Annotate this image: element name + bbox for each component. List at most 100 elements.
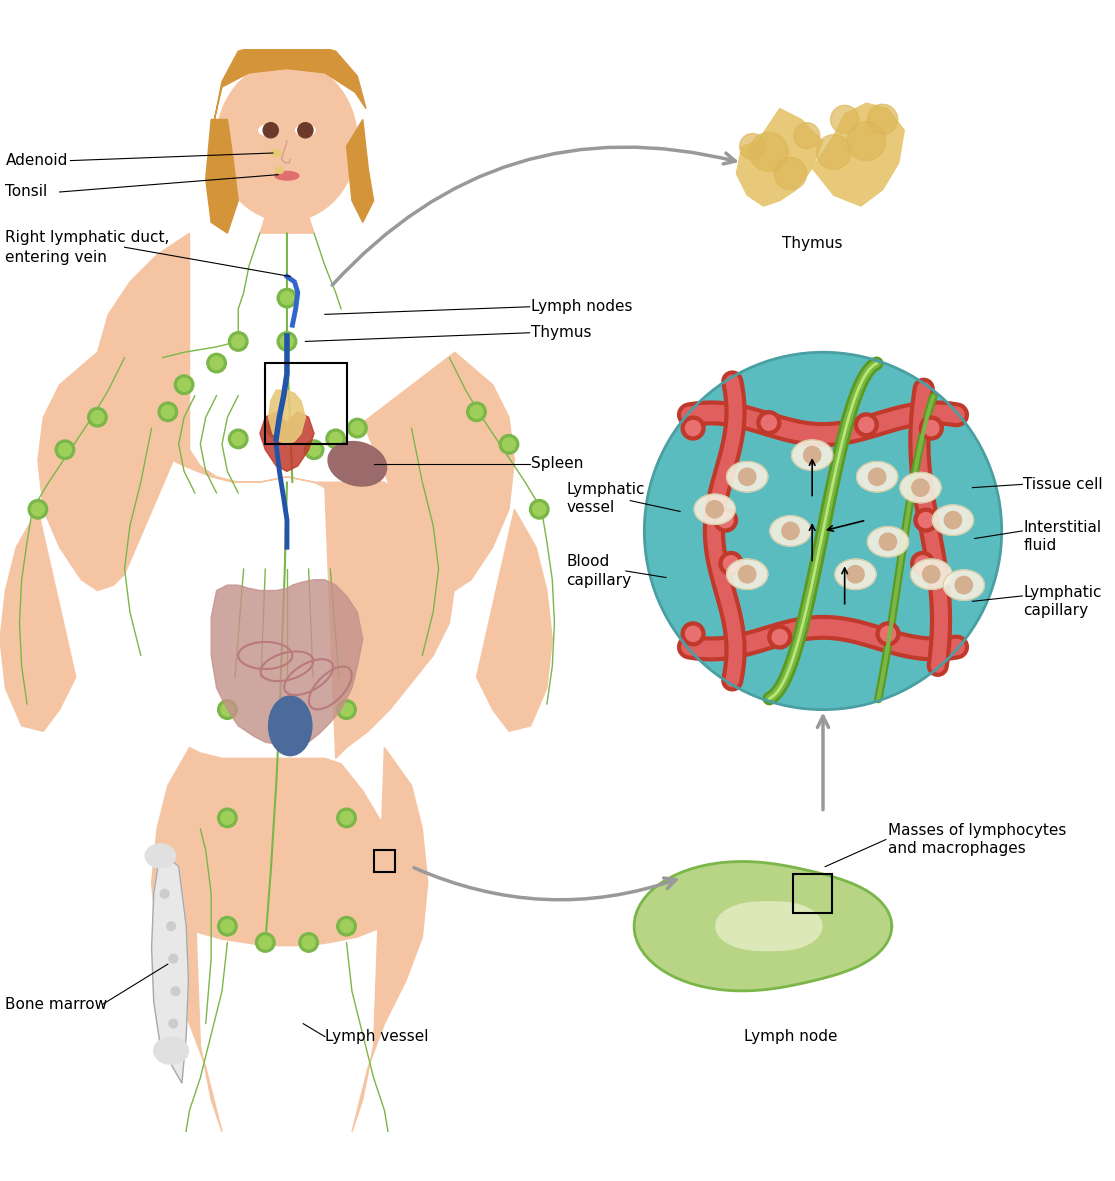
Circle shape xyxy=(207,353,226,373)
Circle shape xyxy=(739,133,766,159)
Circle shape xyxy=(912,479,929,496)
Polygon shape xyxy=(163,748,411,946)
Text: Bone marrow: Bone marrow xyxy=(6,997,107,1012)
Circle shape xyxy=(503,438,515,451)
Circle shape xyxy=(217,808,237,828)
Polygon shape xyxy=(260,217,314,233)
Text: Lymph nodes: Lymph nodes xyxy=(531,299,632,314)
Circle shape xyxy=(644,352,1001,710)
Polygon shape xyxy=(38,352,190,590)
Polygon shape xyxy=(634,861,892,991)
Circle shape xyxy=(772,629,787,645)
Circle shape xyxy=(762,415,776,430)
Circle shape xyxy=(255,933,275,952)
Circle shape xyxy=(757,411,780,435)
Circle shape xyxy=(846,566,864,583)
Circle shape xyxy=(337,916,357,937)
Bar xyxy=(793,874,832,913)
Circle shape xyxy=(167,922,175,931)
Circle shape xyxy=(869,468,885,485)
Circle shape xyxy=(533,503,545,516)
Polygon shape xyxy=(269,390,306,444)
Circle shape xyxy=(28,500,48,518)
Circle shape xyxy=(171,987,180,996)
Circle shape xyxy=(88,407,107,428)
Circle shape xyxy=(923,420,939,436)
Ellipse shape xyxy=(727,559,768,589)
Circle shape xyxy=(91,411,104,424)
Circle shape xyxy=(738,468,756,485)
Ellipse shape xyxy=(911,559,952,589)
Polygon shape xyxy=(152,748,222,1131)
Circle shape xyxy=(308,443,320,456)
Circle shape xyxy=(162,405,174,418)
Circle shape xyxy=(221,811,234,824)
Circle shape xyxy=(259,937,272,950)
Circle shape xyxy=(31,503,45,516)
Circle shape xyxy=(944,511,961,529)
Circle shape xyxy=(169,1019,177,1027)
Circle shape xyxy=(774,157,807,190)
Polygon shape xyxy=(476,509,552,731)
Ellipse shape xyxy=(216,61,358,221)
Polygon shape xyxy=(347,119,374,222)
Polygon shape xyxy=(211,580,362,745)
Circle shape xyxy=(831,105,859,133)
Text: Interstitial
fluid: Interstitial fluid xyxy=(1024,520,1102,553)
Circle shape xyxy=(340,920,353,933)
Text: Lymphatic
vessel: Lymphatic vessel xyxy=(566,482,644,515)
Circle shape xyxy=(920,416,943,441)
Circle shape xyxy=(56,441,75,459)
Circle shape xyxy=(337,808,357,828)
Ellipse shape xyxy=(770,516,811,546)
Circle shape xyxy=(911,552,934,575)
Circle shape xyxy=(232,335,244,348)
Text: Right lymphatic duct,
entering vein: Right lymphatic duct, entering vein xyxy=(6,230,169,265)
Ellipse shape xyxy=(695,494,735,524)
Circle shape xyxy=(340,811,353,824)
Circle shape xyxy=(298,123,313,138)
Circle shape xyxy=(217,700,237,719)
Circle shape xyxy=(278,332,297,351)
Text: Lymph vessel: Lymph vessel xyxy=(324,1029,428,1044)
Bar xyxy=(374,850,395,872)
Circle shape xyxy=(719,552,743,575)
Polygon shape xyxy=(352,748,428,1131)
Circle shape xyxy=(217,916,237,937)
Circle shape xyxy=(749,132,788,171)
Polygon shape xyxy=(260,412,314,471)
Circle shape xyxy=(326,429,346,449)
Ellipse shape xyxy=(154,1037,188,1064)
Circle shape xyxy=(58,443,71,456)
Ellipse shape xyxy=(259,125,279,136)
Ellipse shape xyxy=(867,527,909,557)
Circle shape xyxy=(161,889,169,898)
Text: Masses of lymphocytes
and macrophages: Masses of lymphocytes and macrophages xyxy=(888,823,1066,856)
Polygon shape xyxy=(152,850,188,1083)
Circle shape xyxy=(681,416,705,441)
Text: Blood
capillary: Blood capillary xyxy=(566,554,631,588)
Polygon shape xyxy=(214,40,366,119)
Circle shape xyxy=(915,556,930,570)
Polygon shape xyxy=(0,509,76,731)
Circle shape xyxy=(686,626,700,641)
Circle shape xyxy=(270,422,282,435)
Ellipse shape xyxy=(145,844,175,868)
Polygon shape xyxy=(206,119,239,233)
Circle shape xyxy=(229,332,248,351)
Circle shape xyxy=(876,622,900,646)
Circle shape xyxy=(278,288,297,308)
Circle shape xyxy=(174,376,194,394)
Ellipse shape xyxy=(856,462,898,492)
Ellipse shape xyxy=(835,559,876,589)
Circle shape xyxy=(471,405,483,418)
Ellipse shape xyxy=(932,505,973,535)
Circle shape xyxy=(919,513,933,528)
Circle shape xyxy=(782,522,799,540)
Text: Tissue cell: Tissue cell xyxy=(1024,477,1103,491)
Circle shape xyxy=(266,418,285,438)
Circle shape xyxy=(302,937,316,950)
Circle shape xyxy=(337,700,357,719)
Circle shape xyxy=(867,104,898,135)
Circle shape xyxy=(177,378,191,391)
